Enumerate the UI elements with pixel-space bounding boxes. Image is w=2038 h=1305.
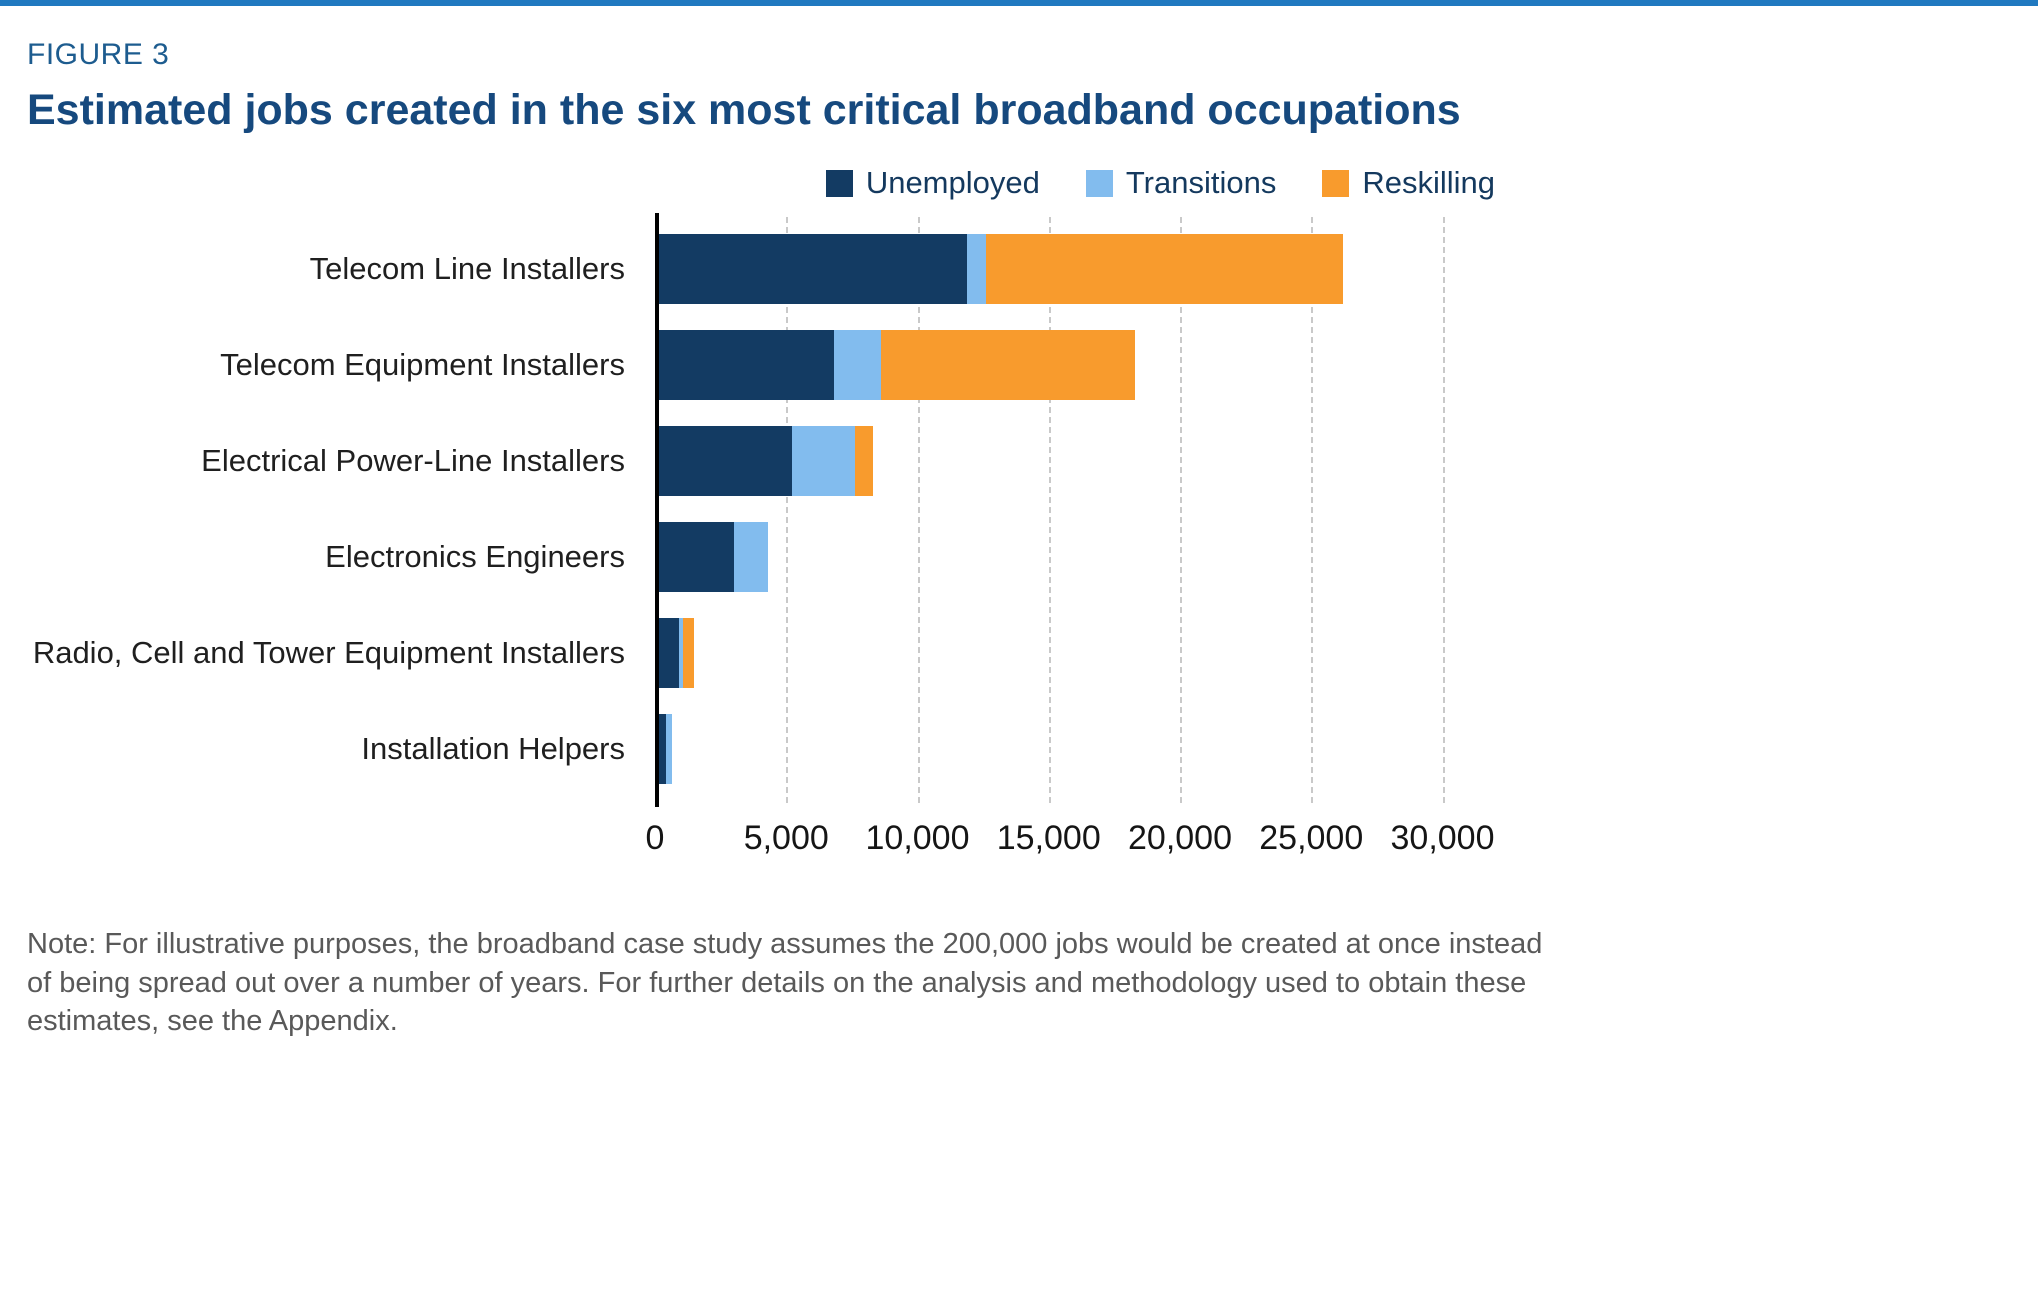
figure-number-label: FIGURE 3 — [27, 38, 170, 71]
stacked-bar — [655, 522, 1495, 593]
bar-row — [655, 221, 1495, 317]
bar-row — [655, 605, 1495, 701]
legend-label: Reskilling — [1362, 165, 1495, 201]
bar-chart: Unemployed Transitions Reskilling Telecom … — [27, 165, 1495, 867]
x-axis-tick-label: 30,000 — [1390, 819, 1495, 858]
bar-segment-reskilling — [880, 330, 1136, 401]
legend-swatch-icon — [1085, 169, 1113, 197]
figure-note: Note: For illustrative purposes, the bro… — [27, 928, 1543, 1037]
y-axis-label: Telecom Line Installers — [309, 251, 625, 287]
gridline — [786, 217, 789, 804]
gridline — [917, 217, 920, 804]
bar-segment-transitions — [733, 522, 768, 593]
bar-segment-transitions — [967, 234, 986, 305]
bar-segment-unemployed — [655, 234, 968, 305]
stacked-bar — [655, 330, 1495, 401]
gridline — [1180, 217, 1182, 804]
bar-segment-reskilling — [682, 618, 695, 689]
bar-segment-reskilling — [854, 426, 873, 497]
legend-item-reskilling: Reskilling — [1322, 165, 1495, 201]
legend-swatch-icon — [825, 169, 853, 197]
bar-segment-transitions — [665, 714, 673, 785]
legend-swatch-icon — [1322, 169, 1350, 197]
bar-row — [655, 509, 1495, 605]
bar-segment-unemployed — [655, 330, 834, 401]
y-axis-label: Installation Helpers — [361, 731, 625, 767]
bar-rows — [655, 221, 1495, 797]
gridline — [1311, 217, 1314, 804]
bar-row — [655, 413, 1495, 509]
bar-row — [655, 317, 1495, 413]
x-axis-tick-label: 15,000 — [996, 819, 1101, 858]
bar-segment-reskilling — [985, 234, 1343, 305]
stacked-bar — [655, 234, 1495, 305]
y-axis-label: Electrical Power-Line Installers — [201, 443, 625, 479]
bar-segment-unemployed — [655, 522, 734, 593]
bar-segment-transitions — [678, 618, 683, 689]
gridline-layer — [655, 217, 1495, 804]
y-axis-label: Electronics Engineers — [325, 539, 625, 575]
x-axis-spacer — [27, 819, 655, 867]
x-axis-tick-label: 5,000 — [743, 819, 829, 858]
x-axis: 0 5,000 10,000 15,000 20,000 25,000 30,000 — [27, 819, 1495, 867]
y-axis-line — [655, 213, 659, 808]
legend-item-unemployed: Unemployed — [825, 165, 1040, 201]
x-axis-tick-label: 20,000 — [1128, 819, 1232, 858]
chart-body: Telecom Line Installers Telecom Equipment… — [27, 213, 1495, 808]
stacked-bar — [655, 714, 1495, 785]
gridline — [1048, 217, 1051, 804]
chart-legend: Unemployed Transitions Reskilling — [27, 165, 1495, 201]
chart-title: Estimated jobs created in the six most c… — [27, 86, 1461, 134]
bar-segment-unemployed — [655, 426, 792, 497]
legend-label: Transitions — [1125, 165, 1277, 201]
figure-page: FIGURE 3 Estimated jobs created in the s… — [0, 6, 2038, 1040]
stacked-bar — [655, 426, 1495, 497]
x-axis-tick-label: 10,000 — [865, 819, 970, 858]
bar-row — [655, 701, 1495, 797]
y-axis-label: Radio, Cell and Tower Equipment Installe… — [32, 635, 625, 671]
legend-label: Unemployed — [865, 165, 1040, 201]
top-accent-rule — [0, 0, 2038, 6]
x-axis-ticks: 0 5,000 10,000 15,000 20,000 25,000 30,000 — [646, 819, 1495, 867]
x-axis-tick-label: 25,000 — [1259, 819, 1364, 858]
y-axis-label: Telecom Equipment Installers — [220, 347, 625, 383]
gridline — [1442, 217, 1445, 804]
bar-segment-unemployed — [655, 714, 666, 785]
bar-segment-unemployed — [655, 618, 679, 689]
stacked-bar — [655, 618, 1495, 689]
legend-item-transitions: Transitions — [1085, 165, 1277, 201]
x-axis-tick-label: 0 — [645, 819, 665, 858]
plot-area — [655, 213, 1495, 808]
bar-segment-transitions — [833, 330, 881, 401]
y-axis-labels: Telecom Line Installers Telecom Equipment… — [27, 221, 655, 797]
bar-segment-transitions — [791, 426, 855, 497]
